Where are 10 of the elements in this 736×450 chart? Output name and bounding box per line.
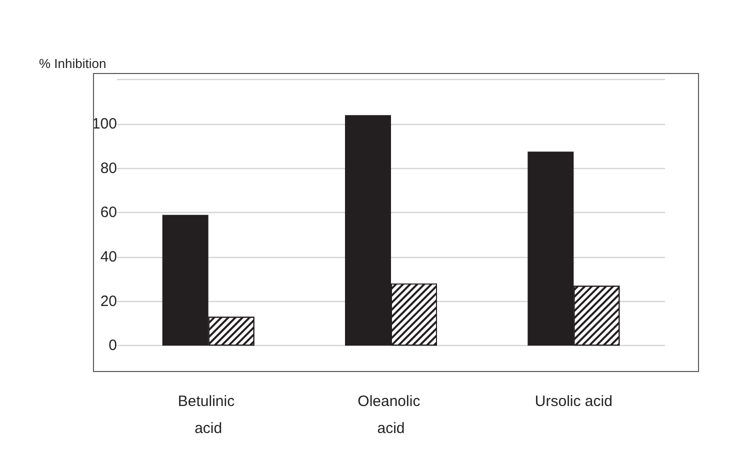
y-axis-title: % Inhibition xyxy=(39,56,106,71)
y-tick-label: 100 xyxy=(92,115,117,132)
y-tick-label: 80 xyxy=(100,160,117,177)
y-tick-label: 0 xyxy=(108,337,117,354)
x-tick-label: Betulinic acid xyxy=(178,393,239,437)
y-tick-label: 40 xyxy=(100,248,117,266)
y-tick-label: 60 xyxy=(100,204,117,222)
x-tick-label: Oleanolic acid xyxy=(358,393,424,437)
x-tick-label: Ursolic acid xyxy=(534,393,612,410)
y-tick-label: 20 xyxy=(100,292,117,310)
